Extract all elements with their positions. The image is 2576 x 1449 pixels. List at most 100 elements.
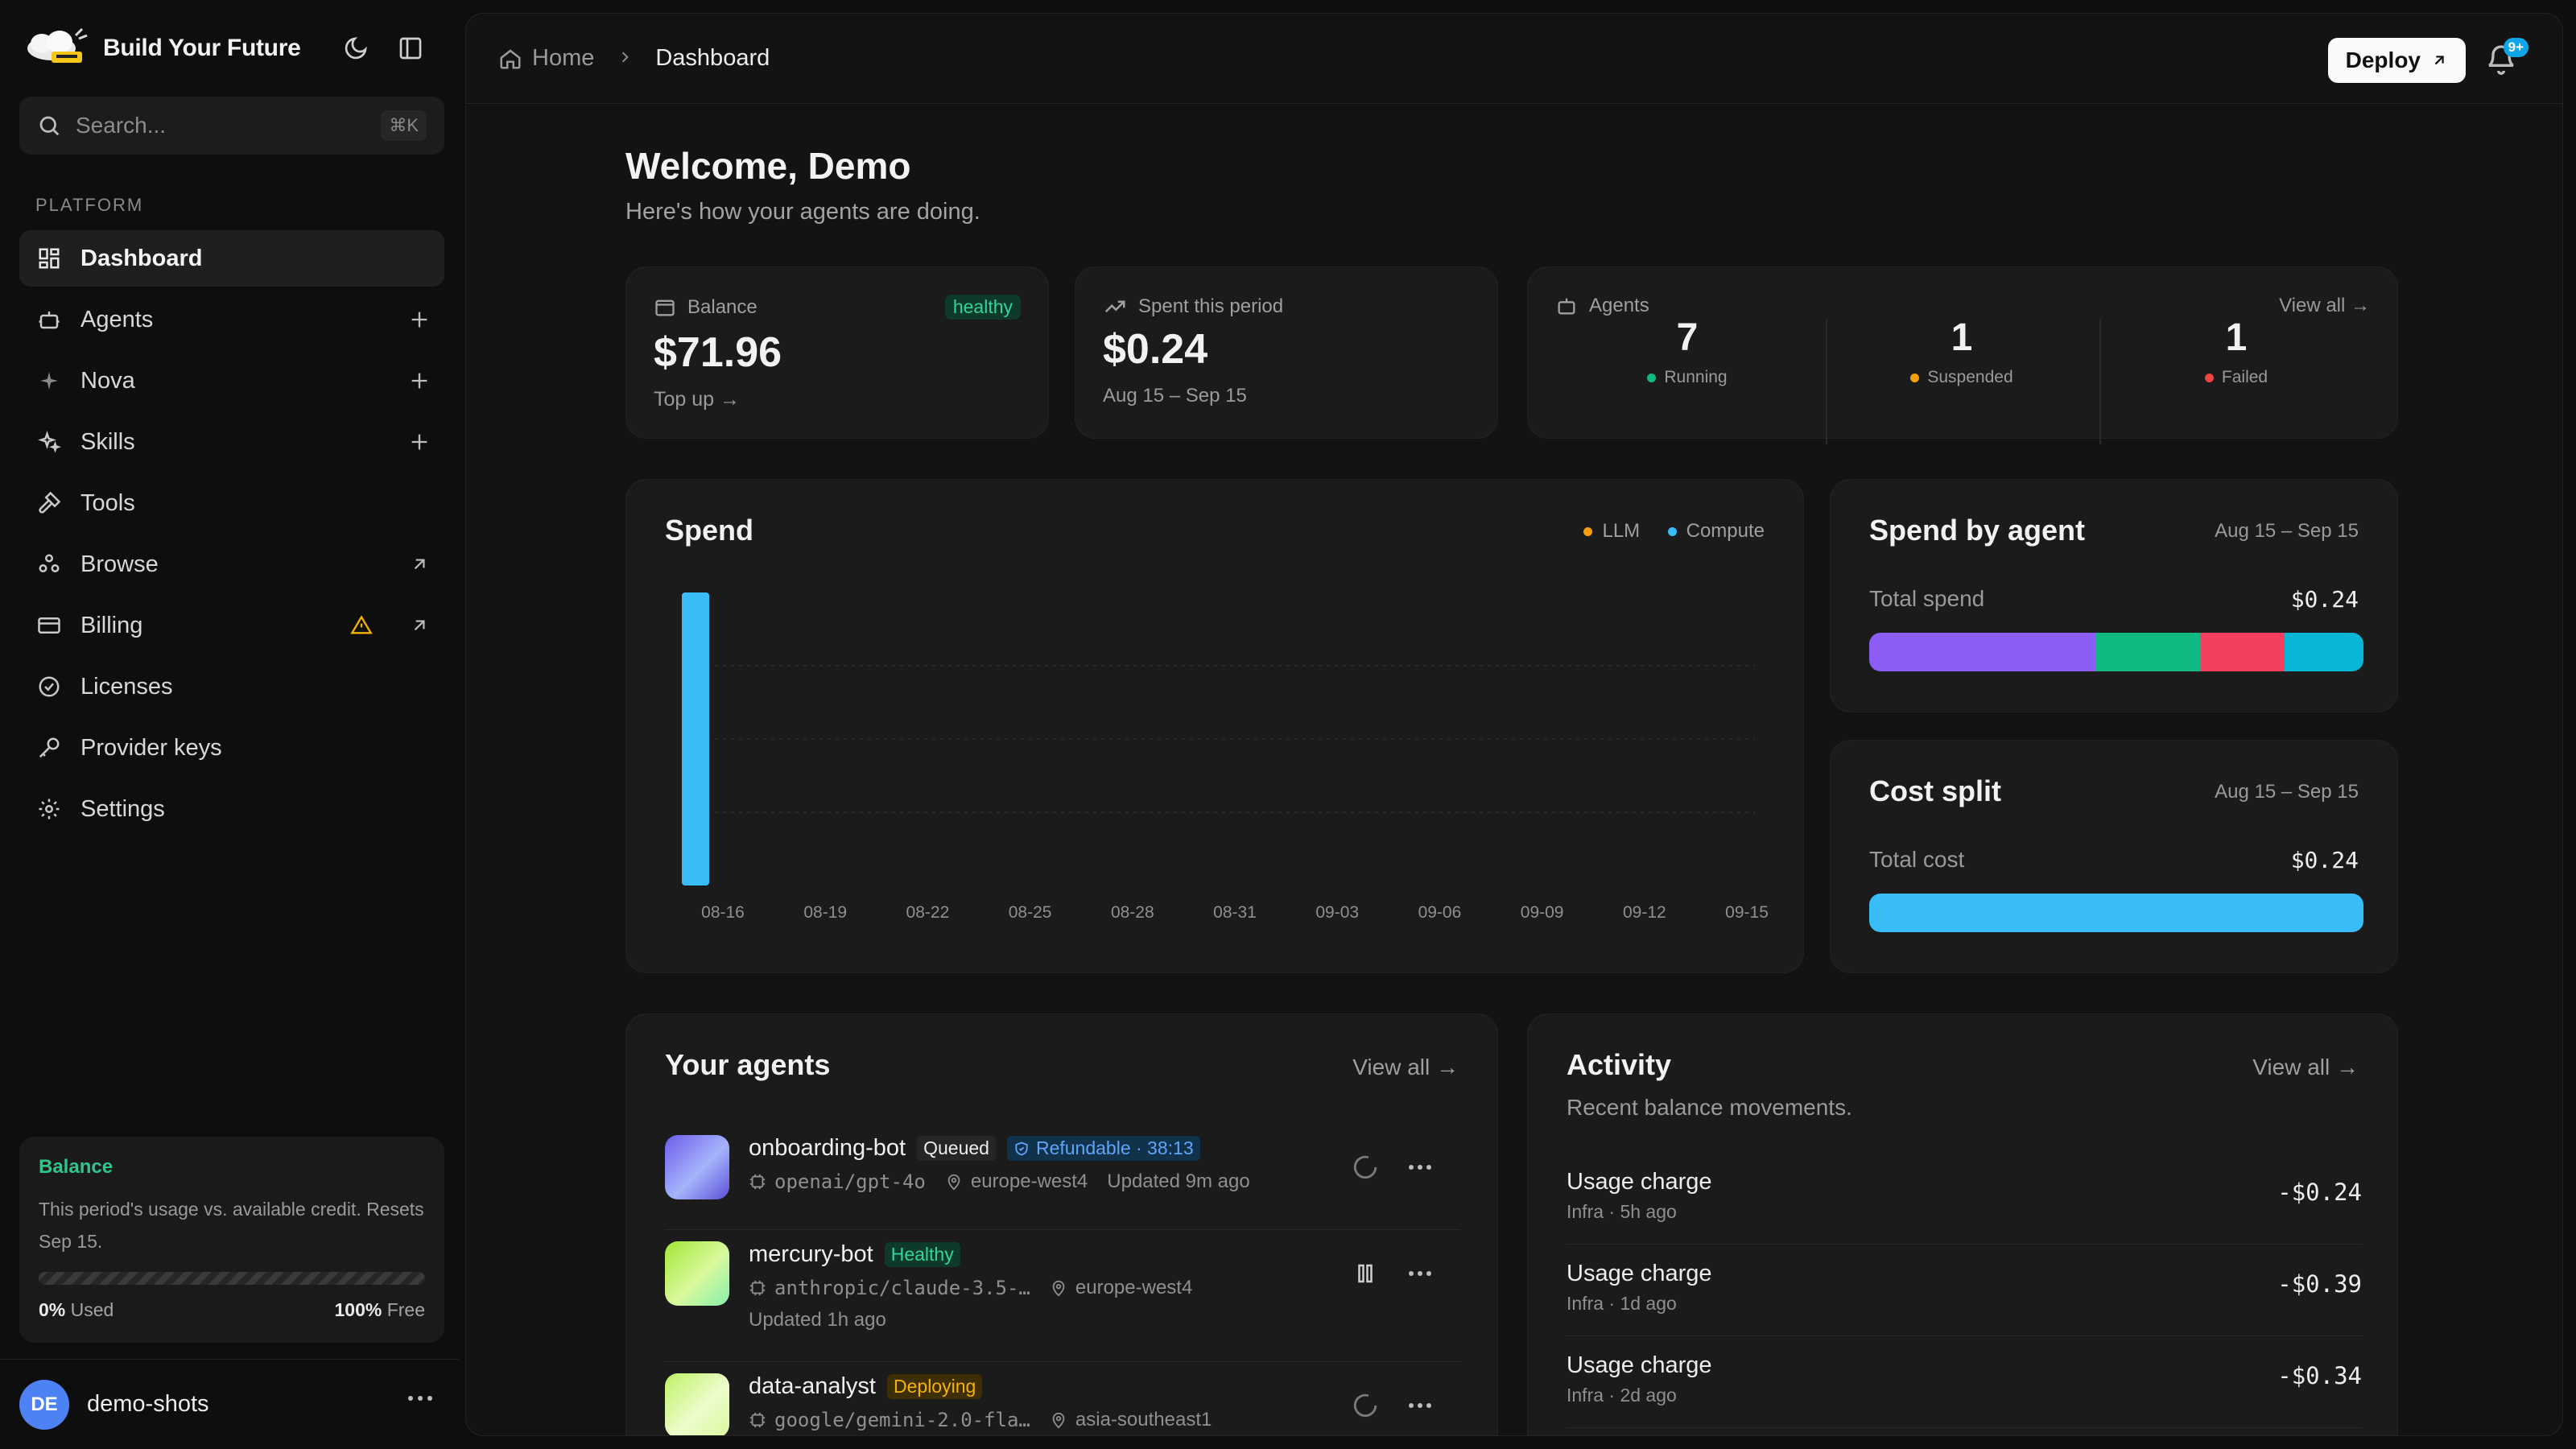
spent-value: $0.24 xyxy=(1103,326,1208,373)
agent-model: openai/gpt-4o xyxy=(774,1170,926,1193)
agent-row[interactable]: onboarding-bot Queued Refundable · 38:13… xyxy=(665,1135,1460,1230)
cost-split-bar xyxy=(1869,894,2363,932)
agent-updated: Updated 1h ago xyxy=(749,1309,886,1331)
more-horizontal-icon[interactable] xyxy=(1406,1391,1435,1420)
activity-meta: Infra · 5h ago xyxy=(1567,1201,1677,1222)
sidebar-item-label: Licenses xyxy=(80,673,173,700)
map-pin-icon xyxy=(1052,1412,1065,1429)
sidebar-item-label: Settings xyxy=(80,795,165,822)
breadcrumb: Home Dashboard xyxy=(498,45,770,72)
spend-chart-title: Spend xyxy=(665,514,754,547)
agents-view-all-link[interactable]: View all → xyxy=(1352,1055,1459,1080)
shield-icon xyxy=(1015,1141,1028,1155)
activity-amount: -$0.24 xyxy=(2277,1179,2362,1206)
spend-chart: 08-16 08-19 08-22 08-25 08-28 08-31 09-03 09-06… xyxy=(682,592,1769,922)
user-menu[interactable]: DE demo-shots xyxy=(0,1359,459,1449)
spent-range: Aug 15 – Sep 15 xyxy=(1103,385,1247,407)
sidebar-item-label: Tools xyxy=(80,489,135,516)
activity-meta: Infra · 2d ago xyxy=(1567,1385,1677,1406)
sidebar-item-agents[interactable]: Agents xyxy=(19,291,444,348)
home-icon xyxy=(500,48,521,68)
sidebar-toggle-icon[interactable] xyxy=(393,31,428,66)
add-agent-plus-icon[interactable] xyxy=(406,306,433,333)
agent-avatar xyxy=(665,1135,729,1199)
agent-row[interactable]: mercury-bot Healthy anthropic/claude-3.5… xyxy=(665,1241,1460,1362)
sidebar-item-dashboard[interactable]: Dashboard xyxy=(19,230,444,287)
key-icon xyxy=(35,734,63,762)
dashboard-icon xyxy=(35,245,63,272)
legend-llm: LLM xyxy=(1583,520,1640,543)
activity-row[interactable]: Usage charge Infra · 5h ago -$0.24 xyxy=(1567,1153,2362,1245)
loading-spinner-icon xyxy=(1351,1391,1380,1420)
gear-icon xyxy=(35,795,63,823)
sidebar-item-browse[interactable]: Browse xyxy=(19,536,444,592)
agent-name: mercury-bot xyxy=(749,1241,873,1267)
sidebar-item-label: Provider keys xyxy=(80,734,222,761)
sidebar-item-tools[interactable]: Tools xyxy=(19,475,444,531)
used-stat: 0% Used xyxy=(39,1299,114,1320)
deploy-label: Deploy xyxy=(2345,47,2421,72)
deploy-button[interactable]: Deploy xyxy=(2327,38,2466,83)
sidebar-item-licenses[interactable]: Licenses xyxy=(19,658,444,715)
agent-model: google/gemini-2.0-fla… xyxy=(774,1409,1030,1431)
warning-icon xyxy=(348,612,375,639)
add-nova-plus-icon[interactable] xyxy=(406,367,433,394)
wallet-icon xyxy=(655,299,675,316)
running-dot xyxy=(1647,373,1657,382)
more-horizontal-icon[interactable] xyxy=(407,1392,433,1406)
activity-row[interactable]: Usage charge Infra · 1d ago -$0.39 xyxy=(1567,1245,2362,1336)
sidebar-item-settings[interactable]: Settings xyxy=(19,781,444,837)
agents-label: Agents xyxy=(1589,295,1649,316)
notification-badge: 9+ xyxy=(2503,38,2529,57)
total-cost-value: $0.24 xyxy=(2290,847,2359,873)
add-skill-plus-icon[interactable] xyxy=(406,428,433,456)
sidebar-item-skills[interactable]: Skills xyxy=(19,414,444,470)
divider xyxy=(1826,319,1827,444)
badge-check-icon xyxy=(35,673,63,700)
bar-segment xyxy=(1869,894,2363,932)
search-input[interactable]: Search... ⌘K xyxy=(19,97,444,155)
spent-stat-card: Spent this period $0.24 Aug 15 – Sep 15 xyxy=(1075,266,1498,439)
your-agents-title: Your agents xyxy=(665,1048,831,1081)
agent-avatar xyxy=(665,1373,729,1435)
page-title: Welcome, Demo xyxy=(625,145,911,187)
agent-updated: Updated 9m ago xyxy=(1107,1170,1250,1192)
external-link-icon[interactable] xyxy=(406,551,433,578)
activity-row[interactable]: Usage charge Infra · 2d ago -$0.34 xyxy=(1567,1336,2362,1428)
brand[interactable]: Build Your Future xyxy=(19,24,301,72)
sidebar-item-nova[interactable]: Nova xyxy=(19,353,444,409)
balance-card-title: Balance xyxy=(39,1156,114,1178)
status-badge: Deploying xyxy=(887,1374,983,1399)
app-name: Build Your Future xyxy=(103,35,301,61)
sidebar-item-provider-keys[interactable]: Provider keys xyxy=(19,720,444,776)
agent-name: onboarding-bot xyxy=(749,1135,906,1161)
notifications-button[interactable]: 9+ xyxy=(2485,38,2529,81)
more-horizontal-icon[interactable] xyxy=(1406,1153,1435,1182)
more-horizontal-icon[interactable] xyxy=(1406,1259,1435,1288)
spend-by-agent-range: Aug 15 – Sep 15 xyxy=(2215,520,2359,542)
x-tick-label: 08-31 xyxy=(1213,903,1257,922)
activity-view-all-link[interactable]: View all → xyxy=(2252,1055,2359,1080)
total-spend-label: Total spend xyxy=(1869,586,1985,611)
avatar: DE xyxy=(19,1379,69,1430)
agents-view-all-link[interactable]: View all → xyxy=(2279,295,2370,316)
brand-logo-icon xyxy=(27,27,88,63)
pause-icon[interactable] xyxy=(1351,1259,1380,1288)
model-chip-icon xyxy=(749,1280,766,1296)
activity-subtitle: Recent balance movements. xyxy=(1567,1095,1852,1120)
x-tick-label: 08-28 xyxy=(1111,903,1154,922)
external-link-icon[interactable] xyxy=(406,612,433,639)
sidebar-balance-card: Balance This period's usage vs. availabl… xyxy=(19,1137,444,1343)
agent-row[interactable]: data-analyst Deploying google/gemini-2.0… xyxy=(665,1373,1460,1435)
agents-stat-card: Agents View all → 7 Running 1 Suspended … xyxy=(1527,266,2398,444)
agent-name: data-analyst xyxy=(749,1373,876,1399)
status-badge: healthy xyxy=(944,295,1021,320)
page-subtitle: Here's how your agents are doing. xyxy=(625,199,980,225)
sidebar-item-billing[interactable]: Billing xyxy=(19,597,444,654)
free-stat: 100% Free xyxy=(334,1299,425,1320)
activity-meta: Infra · 1d ago xyxy=(1567,1293,1677,1314)
status-badge: Healthy xyxy=(884,1242,960,1267)
top-up-link[interactable]: Top up → xyxy=(654,388,741,411)
breadcrumb-home[interactable]: Home xyxy=(532,45,595,71)
theme-toggle-moon-icon[interactable] xyxy=(338,31,374,66)
